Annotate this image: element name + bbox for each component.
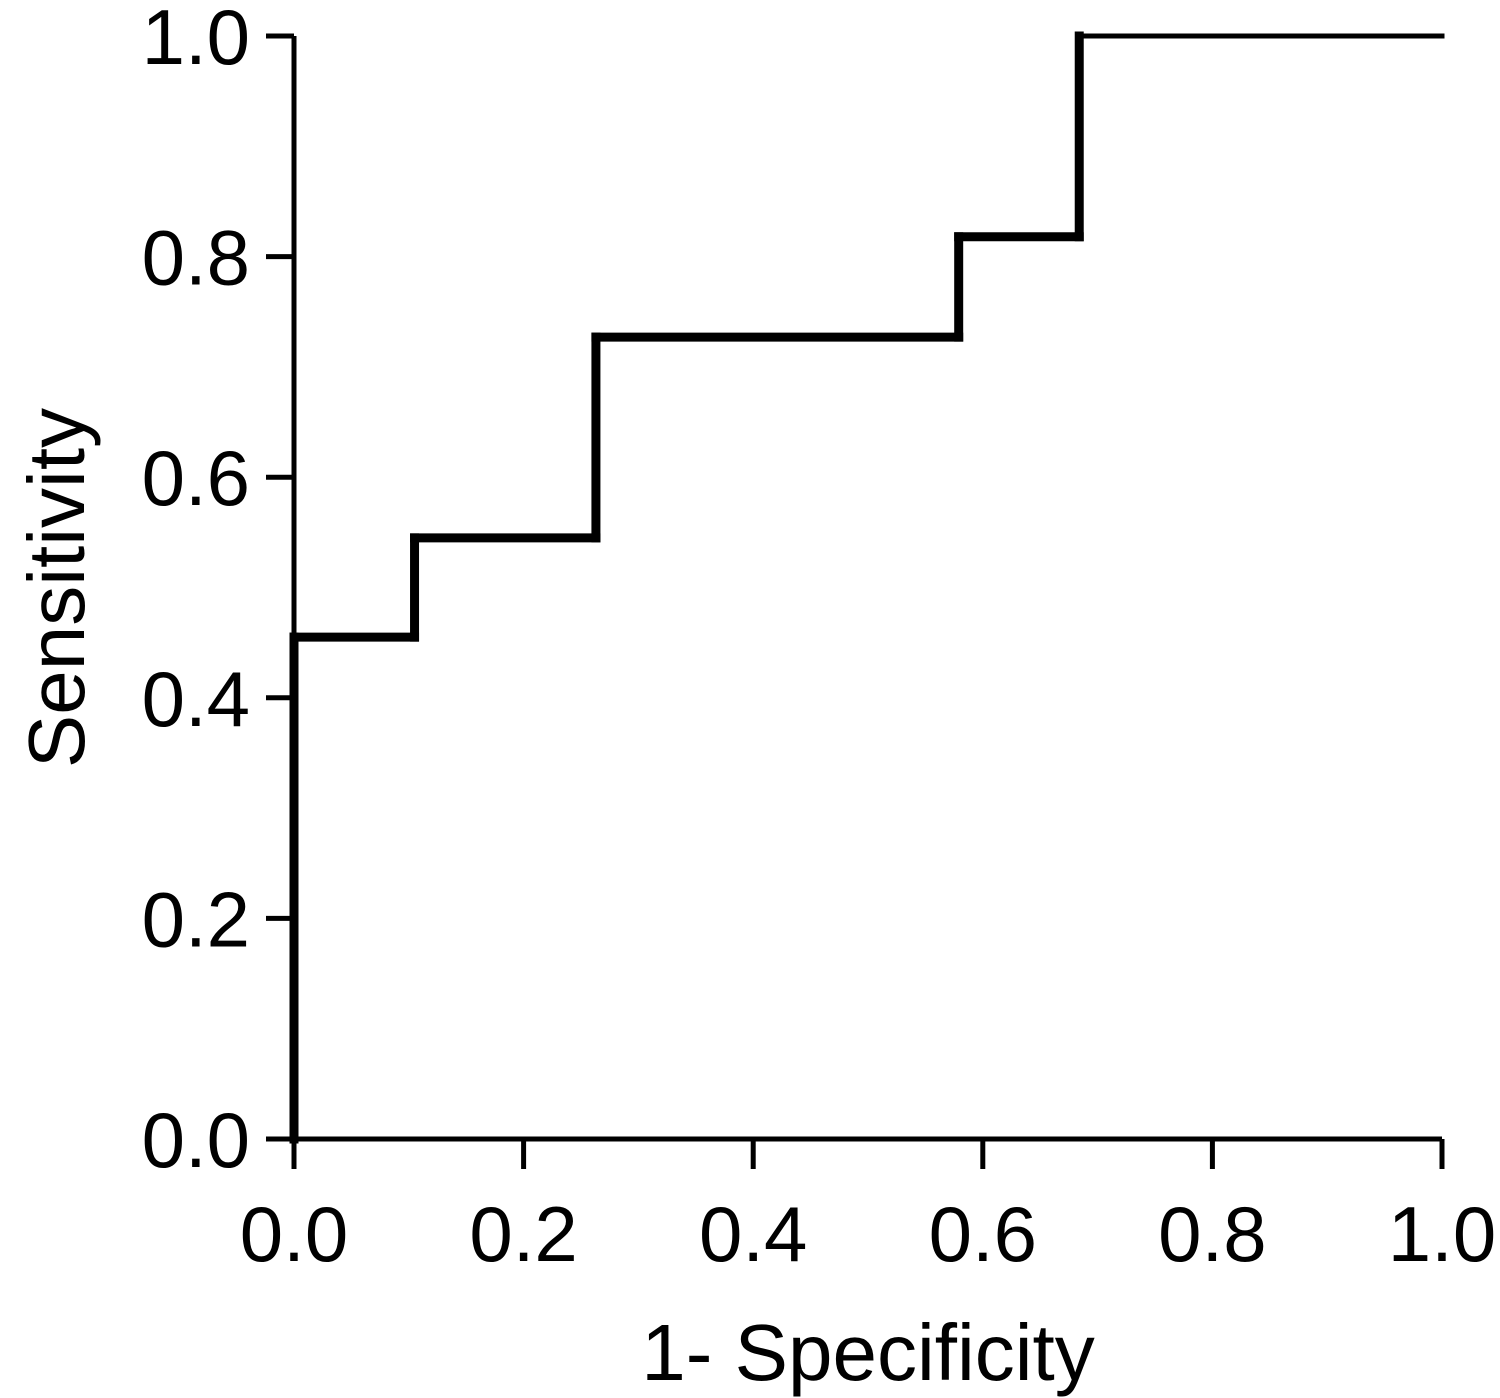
x-tick-label: 0.8 bbox=[1158, 1190, 1266, 1278]
x-tick-label: 0.0 bbox=[240, 1190, 348, 1278]
x-ticks: 0.0 0.2 0.4 0.6 0.8 1.0 bbox=[240, 1139, 1496, 1278]
x-axis-title: 1- Specificity bbox=[641, 1308, 1094, 1397]
y-tick-label: 0.2 bbox=[142, 875, 250, 963]
y-tick-label: 0.0 bbox=[142, 1096, 250, 1184]
y-axis-title: Sensitivity bbox=[12, 408, 101, 768]
y-tick-label: 0.8 bbox=[142, 214, 250, 302]
y-tick-label: 0.4 bbox=[142, 655, 250, 743]
y-tick-label: 1.0 bbox=[142, 0, 250, 81]
x-tick-label: 0.2 bbox=[469, 1190, 577, 1278]
x-tick-label: 0.6 bbox=[929, 1190, 1037, 1278]
x-tick-label: 0.4 bbox=[699, 1190, 807, 1278]
y-tick-label: 0.6 bbox=[142, 434, 250, 522]
series-layer bbox=[289, 31, 1445, 1144]
axes bbox=[291, 36, 1442, 1142]
x-tick-label: 1.0 bbox=[1388, 1190, 1496, 1278]
y-ticks: 0.0 0.2 0.4 0.6 0.8 1.0 bbox=[142, 0, 294, 1184]
